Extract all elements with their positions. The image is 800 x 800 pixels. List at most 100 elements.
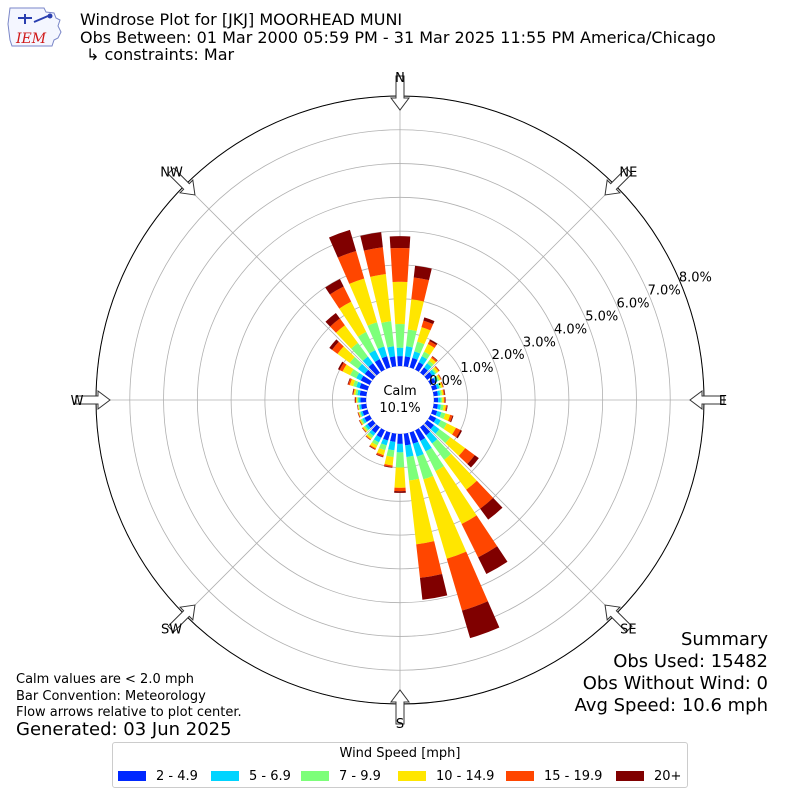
- radial-tick-label: 3.0%: [523, 335, 556, 350]
- bar-segment: [412, 351, 421, 360]
- bar-segment: [442, 389, 445, 396]
- bar-segment: [352, 388, 355, 395]
- bar-segment: [440, 397, 443, 403]
- bar-segment: [359, 419, 364, 425]
- bar-segment: [426, 431, 438, 444]
- bar-segment: [347, 378, 351, 385]
- bar-segment: [354, 397, 356, 403]
- bar-segment: [435, 466, 477, 525]
- bar-segment: [478, 546, 508, 574]
- bar-segment: [376, 428, 385, 438]
- bar-segment: [376, 454, 384, 458]
- chart-title: Windrose Plot for [JKJ] MOORHEAD MUNI: [80, 10, 403, 29]
- bar-segment: [419, 574, 448, 600]
- bar-segment: [403, 432, 411, 446]
- bar-segment: [439, 382, 443, 388]
- bar-segment: [364, 369, 376, 380]
- bar-segment: [416, 541, 443, 578]
- bar-segment: [376, 452, 384, 457]
- bar-segment: [415, 428, 426, 441]
- bar-segment: [412, 441, 424, 457]
- bar-segment: [369, 350, 380, 363]
- bar-segment: [356, 372, 364, 381]
- bar-segment: [381, 321, 394, 348]
- bar-segment: [384, 464, 393, 468]
- bar-segment: [359, 411, 363, 418]
- bar-segment: [394, 491, 406, 493]
- bar-segment: [353, 388, 355, 395]
- bar-segment: [445, 405, 448, 412]
- bar-segment: [430, 425, 440, 434]
- bar-segment: [387, 346, 396, 358]
- bar-segment: [432, 355, 438, 361]
- bar-segment: [335, 325, 358, 349]
- calm-label: Calm: [383, 384, 416, 399]
- bar-segment: [384, 455, 394, 466]
- bar-segment: [439, 412, 446, 419]
- bar-segment: [432, 391, 438, 397]
- bar-segment: [431, 368, 437, 374]
- bar-segment: [325, 312, 340, 327]
- bar-segment: [421, 351, 430, 360]
- bar-segment: [437, 390, 441, 396]
- bar-segment: [458, 448, 475, 465]
- bar-segment: [467, 455, 479, 468]
- generated-date: Generated: 03 Jun 2025: [16, 719, 232, 740]
- direction-arrow: [75, 390, 111, 410]
- bar-segment: [420, 424, 431, 436]
- bar-segment: [416, 454, 434, 480]
- bar-segment: [357, 404, 359, 411]
- bar-segment: [446, 551, 488, 611]
- radial-tick-label: 0.0%: [429, 374, 462, 389]
- bar-segment: [433, 397, 439, 403]
- bar-segment: [442, 397, 444, 403]
- bar-segment: [433, 376, 438, 383]
- bar-segment: [379, 443, 387, 451]
- bar-segment: [357, 404, 359, 411]
- bar-segment: [370, 274, 392, 323]
- bar-segment: [413, 265, 432, 281]
- bar-segment: [357, 389, 361, 396]
- legend-label: 7 - 9.9: [339, 768, 381, 784]
- legend-item: 2 - 4.9: [118, 768, 198, 784]
- bar-segment: [370, 442, 378, 449]
- bar-segment: [435, 383, 440, 390]
- legend-swatch: [616, 771, 644, 781]
- bar-segment: [367, 432, 374, 439]
- bar-segment: [392, 281, 408, 325]
- bar-segment: [461, 515, 498, 558]
- bar-segment: [429, 339, 438, 346]
- bar-segment: [363, 425, 369, 431]
- bar-segment: [357, 397, 359, 403]
- bar-segment: [437, 382, 442, 389]
- bar-segment: [342, 364, 354, 376]
- bar-segment: [377, 346, 388, 359]
- bar-segment: [437, 374, 442, 380]
- direction-label: S: [396, 717, 404, 732]
- legend-item: 5 - 6.9: [211, 768, 291, 784]
- radial-tick-label: 2.0%: [492, 348, 525, 363]
- bar-segment: [350, 369, 360, 379]
- bar-segment: [357, 363, 369, 374]
- bar-segment: [358, 404, 361, 410]
- bar-segment: [365, 424, 371, 430]
- bar-segment: [427, 360, 434, 367]
- bar-segment: [337, 346, 355, 363]
- bar-segment: [351, 342, 368, 361]
- bar-segment: [360, 418, 365, 425]
- bar-segment: [397, 356, 403, 367]
- radial-tick-label: 4.0%: [554, 322, 587, 337]
- bar-segment: [381, 356, 391, 370]
- bar-segment: [424, 363, 432, 371]
- bar-segment: [355, 389, 359, 396]
- bar-segment: [443, 397, 445, 403]
- legend-swatch: [211, 771, 239, 781]
- legend-title: Wind Speed [mph]: [339, 746, 461, 761]
- bar-segment: [353, 380, 359, 388]
- legend-item: 10 - 14.9: [398, 768, 494, 784]
- chart-date-range: Obs Between: 01 Mar 2000 05:59 PM - 31 M…: [80, 28, 716, 47]
- bar-segment: [383, 430, 391, 441]
- legend-label: 2 - 4.9: [156, 768, 198, 784]
- bar-segment: [395, 323, 405, 348]
